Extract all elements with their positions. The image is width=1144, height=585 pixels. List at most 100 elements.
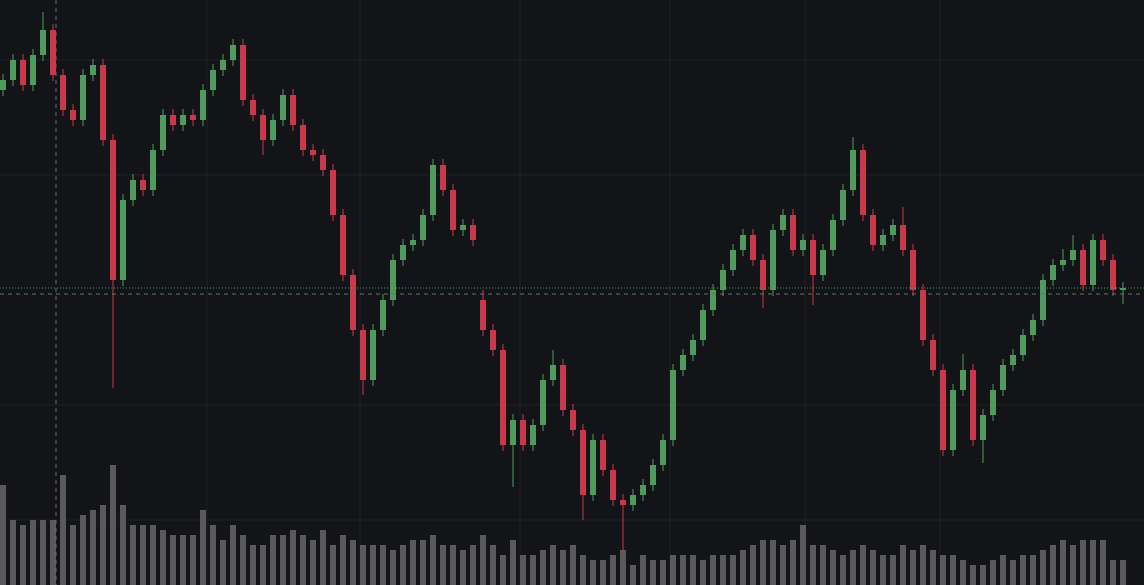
candle-body [530,425,536,445]
candle-body [660,440,666,465]
volume-bar [580,555,586,585]
candle-body [680,355,686,370]
volume-bar [170,535,176,585]
volume-bar [860,545,866,585]
candle-body [180,115,186,125]
candle-body [950,390,956,450]
candle-body [0,80,6,90]
candle-body [870,215,876,245]
volume-bar [710,555,716,585]
volume-bar [230,525,236,585]
candle-body [920,290,926,340]
candle-body [820,250,826,275]
candle-body [160,115,166,150]
volume-bar [670,555,676,585]
candle-body [470,225,476,240]
volume-bar [130,525,136,585]
candle-body [140,180,146,190]
volume-bar [450,545,456,585]
volume-bar [100,505,106,585]
candle-body [910,250,916,290]
volume-bar [500,555,506,585]
candle-body [1080,250,1086,285]
candle-body [670,370,676,440]
candle-body [360,330,366,380]
volume-bar [470,545,476,585]
candle-body [1020,335,1026,355]
volume-bar [800,525,806,585]
candle-body [390,260,396,300]
volume-bar [160,530,166,585]
candle-body [630,495,636,505]
volume-bar [320,530,326,585]
volume-layer [0,465,1126,585]
volume-bar [660,560,666,585]
candle-body [320,155,326,170]
candle-body [900,225,906,250]
volume-bar [270,535,276,585]
volume-bar [990,560,996,585]
volume-bar [640,555,646,585]
volume-bar [1000,555,1006,585]
volume-bar [940,555,946,585]
volume-bar [150,525,156,585]
candle-body [370,330,376,380]
volume-bar [530,555,536,585]
candle-body [770,230,776,290]
volume-bar [770,540,776,585]
volume-bar [380,545,386,585]
candle-body [330,170,336,215]
candle-body [1060,260,1066,265]
candle-body [1030,320,1036,335]
candle-body [1110,260,1116,290]
volume-bar [410,540,416,585]
volume-bar [930,550,936,585]
volume-bar [1030,555,1036,585]
volume-bar [1020,555,1026,585]
volume-bar [330,545,336,585]
candle-body [90,65,96,75]
volume-bar [610,555,616,585]
candle-body [880,235,886,245]
candle-body [710,290,716,310]
volume-bar [970,565,976,585]
volume-bar [120,505,126,585]
volume-bar [420,540,426,585]
candle-body [590,440,596,495]
volume-bar [740,550,746,585]
candle-body [110,140,116,280]
volume-bar [50,520,56,585]
candle-body [600,440,606,470]
volume-bar [20,525,26,585]
candle-body [80,75,86,120]
volume-bar [1120,560,1126,585]
volume-bar [780,545,786,585]
volume-bar [950,555,956,585]
volume-bar [430,535,436,585]
candle-body [980,415,986,440]
candle-body [60,75,66,110]
candle-body [400,245,406,260]
candle-body [120,200,126,280]
volume-bar [490,545,496,585]
candle-body [740,235,746,250]
candle-body [890,225,896,235]
candle-body [940,370,946,450]
volume-bar [30,520,36,585]
volume-bar [300,535,306,585]
candle-body [610,470,616,500]
candle-body [380,300,386,330]
candle-body [720,270,726,290]
volume-bar [590,560,596,585]
volume-bar [0,485,6,585]
volume-bar [520,555,526,585]
candle-body [190,115,196,120]
volume-bar [920,545,926,585]
volume-bar [540,550,546,585]
volume-bar [40,520,46,585]
candle-body [20,60,26,85]
volume-bar [570,545,576,585]
candle-body [450,190,456,230]
volume-bar [1110,560,1116,585]
